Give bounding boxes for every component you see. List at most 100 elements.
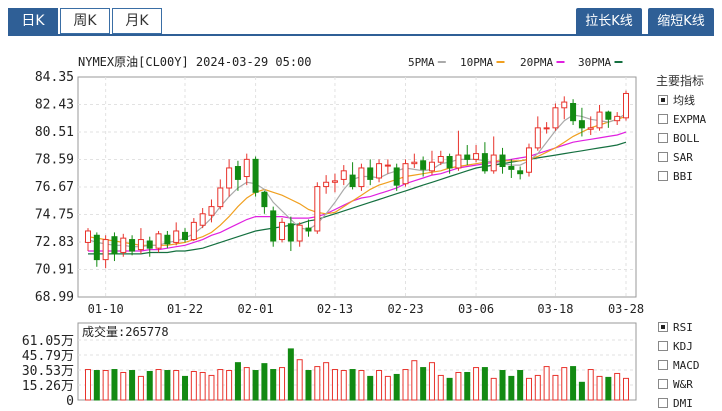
- volume-bar: [217, 369, 224, 401]
- volume-bar: [376, 370, 383, 401]
- volume-bar: [623, 377, 629, 401]
- tab-monthly-k[interactable]: 月K: [112, 8, 162, 34]
- checkbox[interactable]: [658, 341, 668, 351]
- candle: [270, 206, 277, 247]
- candle-body: [137, 239, 144, 251]
- candle: [296, 222, 303, 247]
- main-indicator-label: EXPMA: [673, 112, 707, 126]
- volume-bar: [578, 381, 585, 401]
- sub-indicator-option[interactable]: W&R: [658, 376, 693, 392]
- checkbox[interactable]: [658, 114, 668, 124]
- checkbox[interactable]: [658, 398, 668, 408]
- price-tick-label: 70.91: [35, 263, 74, 278]
- candle: [517, 166, 524, 180]
- price-tick-label: 68.99: [35, 290, 74, 305]
- candle-body: [402, 163, 409, 185]
- candle-body: [570, 102, 577, 122]
- candle: [587, 116, 594, 136]
- candle: [376, 159, 383, 183]
- price-tick-label: 84.35: [35, 70, 74, 85]
- main-indicators-title: 主要指标: [656, 74, 705, 88]
- candle: [120, 233, 127, 257]
- candle: [85, 228, 91, 252]
- volume-plot-frame: [77, 322, 637, 401]
- candle-body: [323, 181, 330, 188]
- candle-body: [305, 227, 312, 232]
- tab-daily-k[interactable]: 日K: [8, 8, 58, 34]
- volume-bar: [499, 370, 506, 401]
- volume-bar: [85, 369, 91, 401]
- volume-bar: [543, 366, 550, 401]
- date-tick-label: 02-23: [387, 302, 423, 316]
- volume-bar: [534, 374, 541, 401]
- stretch-k-line-button[interactable]: 拉长K线: [576, 8, 642, 36]
- price-tick-label: 82.43: [35, 98, 74, 113]
- volume-bar: [402, 369, 409, 401]
- volume-bar: [446, 377, 453, 401]
- volume-bar: [570, 366, 577, 401]
- volume-bar: [226, 370, 233, 401]
- candle-body: [279, 221, 286, 241]
- checkbox[interactable]: [658, 95, 668, 105]
- candle-body: [270, 210, 277, 242]
- main-indicator-label: BOLL: [673, 131, 700, 145]
- candle: [605, 110, 612, 128]
- ma20-line: [88, 131, 627, 252]
- main-indicator-option[interactable]: SAR: [658, 149, 693, 165]
- candle-body: [525, 147, 532, 173]
- candle: [552, 103, 559, 131]
- volume-bar: [287, 348, 294, 401]
- main-indicator-option[interactable]: BBI: [658, 168, 693, 184]
- candle-body: [446, 155, 453, 169]
- volume-bar: [614, 372, 621, 401]
- candle-body: [340, 170, 347, 180]
- main-indicator-option[interactable]: 均线: [658, 92, 695, 108]
- candle: [111, 232, 118, 262]
- volume-bar: [120, 371, 127, 401]
- shrink-k-line-button[interactable]: 缩短K线: [648, 8, 714, 36]
- volume-bar: [420, 367, 427, 401]
- main-indicator-option[interactable]: EXPMA: [658, 111, 706, 127]
- candle: [137, 228, 144, 254]
- volume-bar: [164, 370, 171, 401]
- sub-indicator-option[interactable]: RSI: [658, 319, 693, 335]
- candle: [199, 208, 206, 229]
- candle: [481, 142, 488, 174]
- volume-bar: [393, 373, 400, 401]
- checkbox[interactable]: [658, 152, 668, 162]
- candle-body: [102, 239, 109, 261]
- date-tick-label: 01-10: [88, 302, 124, 316]
- candle-body: [182, 231, 189, 241]
- volume-bar: [111, 369, 118, 401]
- checkbox[interactable]: [658, 322, 668, 332]
- volume-label: 成交量:265778: [82, 324, 169, 339]
- candle: [578, 107, 585, 137]
- checkbox[interactable]: [658, 133, 668, 143]
- candle-body: [578, 120, 585, 129]
- candle-body: [499, 154, 506, 168]
- candle: [102, 235, 109, 269]
- candle: [570, 99, 577, 125]
- candle-body: [623, 92, 629, 119]
- checkbox[interactable]: [658, 360, 668, 370]
- candle: [234, 160, 241, 191]
- volume-bar: [102, 370, 109, 401]
- candle: [349, 162, 356, 190]
- checkbox[interactable]: [658, 171, 668, 181]
- tab-weekly-k[interactable]: 周K: [60, 8, 110, 34]
- candle-body: [464, 154, 471, 160]
- price-chart: 84.35 82.43 80.51 78.59 76.67 74.75 72.83 70.91…: [35, 55, 644, 316]
- candle: [490, 136, 497, 174]
- candle-body: [120, 237, 127, 253]
- volume-bar: [384, 375, 391, 401]
- candle: [464, 145, 471, 166]
- volume-bar: [93, 370, 100, 401]
- sub-indicator-option[interactable]: KDJ: [658, 338, 693, 354]
- candle: [314, 182, 321, 234]
- volume-bar: [587, 369, 594, 401]
- candle: [358, 163, 365, 191]
- sub-indicator-option[interactable]: DMI: [658, 395, 693, 411]
- sub-indicator-option[interactable]: MACD: [658, 357, 700, 373]
- checkbox[interactable]: [658, 379, 668, 389]
- main-indicator-option[interactable]: BOLL: [658, 130, 700, 146]
